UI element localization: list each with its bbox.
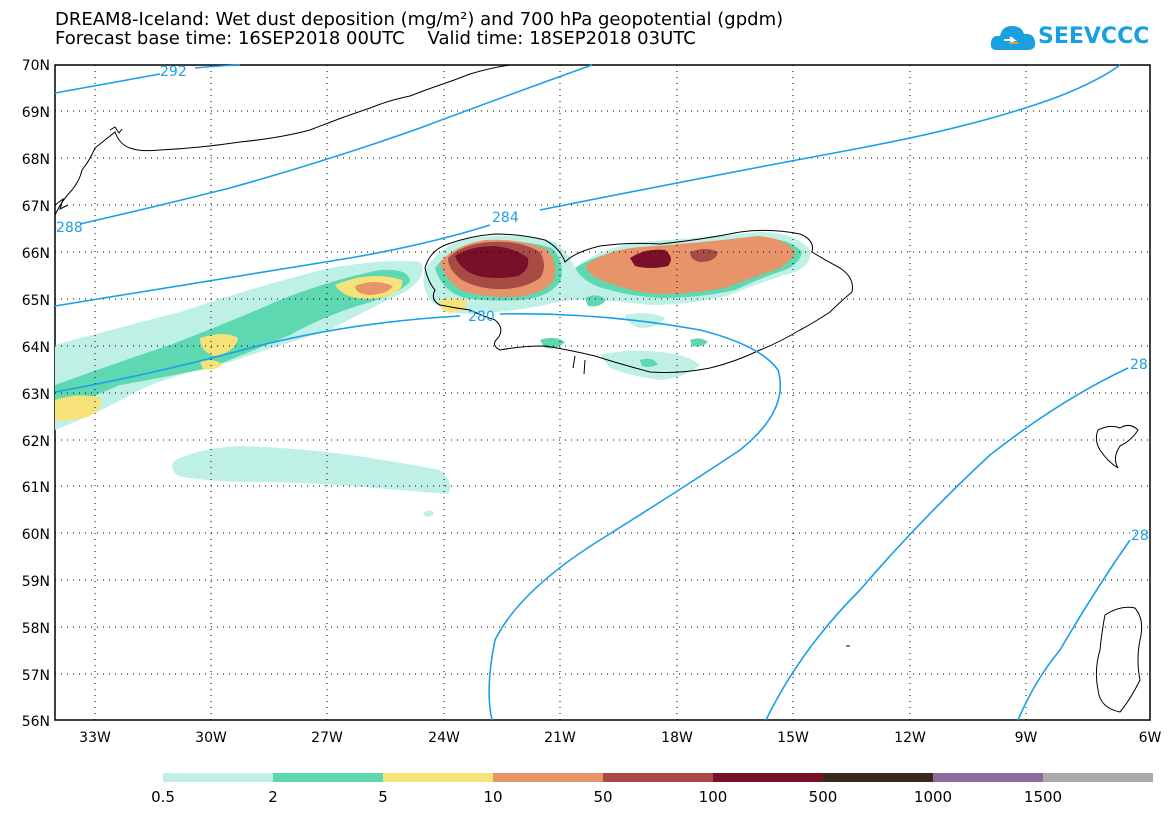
legend-label: 100 (699, 788, 728, 806)
legend-label: 0.5 (151, 788, 175, 806)
graticule (55, 65, 1150, 720)
latitude-labels: 70N 69N 68N 67N 66N 65N 64N 63N 62N 61N … (22, 58, 50, 730)
contour-label: 28 (1130, 357, 1148, 373)
lon-label: 6W (1139, 730, 1162, 746)
lat-label: 63N (22, 387, 50, 403)
contour-label: 284 (492, 210, 519, 226)
lat-label: 60N (22, 527, 50, 543)
map-subtitle: Forecast base time: 16SEP2018 00UTC Vali… (55, 28, 696, 49)
lat-label: 66N (22, 246, 50, 262)
color-legend: 0.5 2 5 10 50 100 500 1000 1500 (151, 773, 1153, 806)
lon-label: 27W (311, 730, 343, 746)
lat-label: 70N (22, 58, 50, 74)
lat-label: 59N (22, 574, 50, 590)
legend-label: 50 (593, 788, 612, 806)
legend-label: 1500 (1024, 788, 1062, 806)
lat-label: 57N (22, 668, 50, 684)
geopotential-contours (54, 64, 1131, 721)
lat-label: 56N (22, 714, 50, 730)
legend-swatch (493, 773, 603, 782)
lat-label: 68N (22, 152, 50, 168)
legend-swatch (383, 773, 493, 782)
legend-swatch (273, 773, 383, 782)
legend-swatch (713, 773, 823, 782)
coastline (54, 64, 1143, 713)
lat-label: 69N (22, 105, 50, 121)
lat-label: 58N (22, 621, 50, 637)
contour-label: 288 (56, 220, 83, 236)
lat-label: 62N (22, 434, 50, 450)
contour-label: 280 (468, 309, 495, 325)
legend-swatch (823, 773, 933, 782)
legend-swatch (933, 773, 1043, 782)
legend-label: 10 (483, 788, 502, 806)
lon-label: 21W (544, 730, 576, 746)
legend-swatch (1043, 773, 1153, 782)
legend-swatch (603, 773, 713, 782)
legend-label: 2 (268, 788, 278, 806)
cloud-icon (990, 26, 1036, 50)
map-title: DREAM8-Iceland: Wet dust deposition (mg/… (55, 9, 784, 30)
lon-label: 24W (428, 730, 460, 746)
lon-label: 12W (894, 730, 926, 746)
logo-text: SEEVCCC (1038, 24, 1150, 49)
contour-label: 292 (160, 64, 187, 80)
legend-label: 500 (809, 788, 838, 806)
lon-label: 33W (79, 730, 111, 746)
lon-label: 9W (1015, 730, 1038, 746)
lat-label: 67N (22, 199, 50, 215)
longitude-labels: 33W 30W 27W 24W 21W 18W 15W 12W 9W 6W (79, 730, 1161, 746)
lat-label: 64N (22, 340, 50, 356)
lon-label: 18W (661, 730, 693, 746)
contour-label: 28 (1131, 528, 1149, 544)
lat-label: 61N (22, 480, 50, 496)
legend-swatch (163, 773, 273, 782)
seevccc-logo: SEEVCCC (990, 18, 1150, 58)
lon-label: 15W (777, 730, 809, 746)
lon-label: 30W (195, 730, 227, 746)
lat-label: 65N (22, 293, 50, 309)
legend-label: 5 (378, 788, 388, 806)
legend-label: 1000 (914, 788, 952, 806)
